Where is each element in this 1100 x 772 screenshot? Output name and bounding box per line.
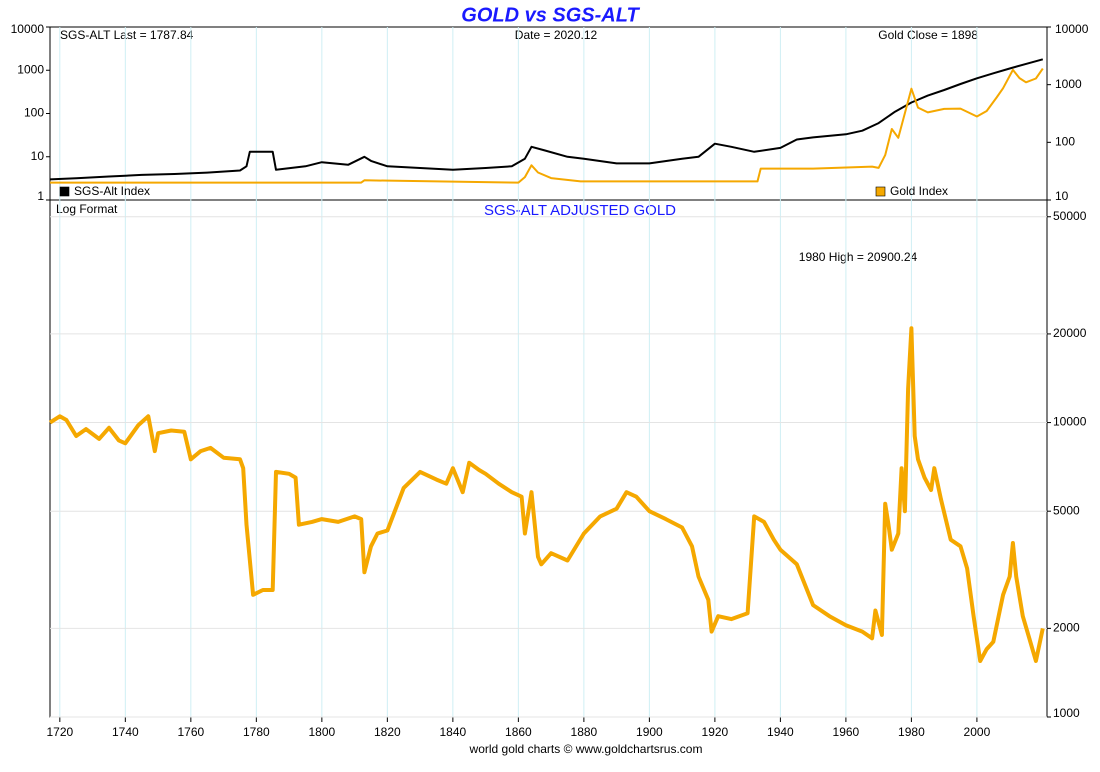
annotation: Date = 2020.12 bbox=[515, 28, 598, 42]
y-tick-label: 50000 bbox=[1053, 209, 1087, 223]
x-tick-label: 1740 bbox=[112, 725, 139, 739]
annotation: SGS-ALT Last = 1787.84 bbox=[60, 28, 194, 42]
y2-tick-label: 1000 bbox=[1055, 77, 1082, 91]
y-tick-label: 10000 bbox=[1053, 415, 1087, 429]
y2-tick-label: 10 bbox=[1055, 189, 1069, 203]
legend-swatch bbox=[59, 186, 70, 197]
y-tick-label: 2000 bbox=[1053, 621, 1080, 635]
x-tick-label: 1780 bbox=[243, 725, 270, 739]
annotation: Log Format bbox=[56, 202, 118, 216]
chart-title: GOLD vs SGS-ALT bbox=[461, 4, 640, 26]
x-tick-label: 1900 bbox=[636, 725, 663, 739]
series-line bbox=[49, 58, 1044, 181]
annotation: Gold Close = 1898 bbox=[878, 28, 978, 42]
y-tick-label: 10000 bbox=[11, 22, 45, 36]
x-tick-label: 1800 bbox=[308, 725, 335, 739]
x-tick-label: 1980 bbox=[898, 725, 925, 739]
panel-title: SGS-ALT ADJUSTED GOLD bbox=[484, 202, 676, 219]
x-tick-label: 1920 bbox=[702, 725, 729, 739]
annotation: 1980 High = 20900.24 bbox=[799, 250, 918, 264]
y2-tick-label: 10000 bbox=[1055, 22, 1089, 36]
y-tick-label: 5000 bbox=[1053, 503, 1080, 517]
plot-layer: 1720 1740 1760 1780 1800 1820 1840 1860 1880 1900… bbox=[11, 22, 1089, 739]
x-tick-label: 2000 bbox=[964, 725, 991, 739]
plot-frame bbox=[49, 26, 1048, 718]
y-tick-label: 1000 bbox=[17, 62, 44, 76]
x-tick-label: 1960 bbox=[833, 725, 860, 739]
y-tick-label: 1000 bbox=[1053, 706, 1080, 720]
legend-label: SGS-Alt Index bbox=[74, 184, 150, 198]
x-tick-label: 1820 bbox=[374, 725, 401, 739]
x-tick-label: 1720 bbox=[46, 725, 73, 739]
y-tick-label: 10 bbox=[31, 149, 45, 163]
y-tick-label: 100 bbox=[24, 106, 44, 120]
x-tick-label: 1840 bbox=[440, 725, 467, 739]
series-line bbox=[48, 326, 1045, 663]
series-line bbox=[50, 68, 1044, 184]
x-tick-label: 1940 bbox=[767, 725, 794, 739]
legend-swatch bbox=[875, 186, 886, 197]
legend-label: Gold Index bbox=[890, 184, 948, 198]
x-tick-label: 1760 bbox=[177, 725, 204, 739]
y-tick-label: 20000 bbox=[1053, 326, 1087, 340]
y2-tick-label: 100 bbox=[1055, 135, 1075, 149]
y-tick-label: 1 bbox=[37, 189, 44, 203]
x-tick-label: 1860 bbox=[505, 725, 532, 739]
source: world gold charts © www.goldchartsrus.co… bbox=[469, 742, 703, 756]
x-tick-label: 1880 bbox=[571, 725, 598, 739]
